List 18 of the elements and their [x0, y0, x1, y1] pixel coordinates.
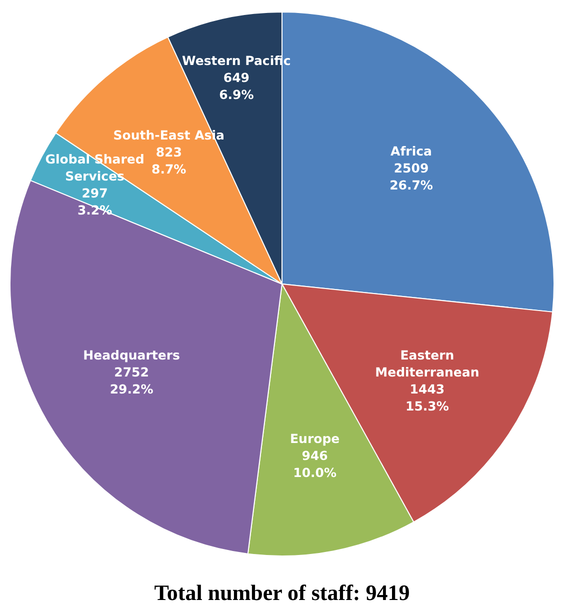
- text: 10.0%: [293, 464, 337, 480]
- text: 29.2%: [110, 381, 154, 396]
- data-label: 823: [156, 144, 182, 160]
- text: 26.7%: [390, 176, 434, 192]
- slice-label: Europe: [290, 430, 340, 446]
- text: Total number of staff: 9419: [153, 580, 411, 606]
- data-label: 649: [223, 69, 250, 84]
- slice-label: Headquarters: [83, 347, 180, 362]
- slice-label: Eastern Mediterranean: [375, 347, 480, 380]
- data-label: 946: [302, 447, 328, 462]
- slice-label: Africa: [390, 142, 432, 158]
- data-label: 2752: [114, 364, 149, 380]
- text: 6.9%: [219, 86, 254, 102]
- data-label: 297: [82, 185, 108, 200]
- text: 15.3%: [406, 398, 450, 414]
- data-label: 2509: [394, 160, 429, 175]
- text: 8.7%: [152, 161, 187, 176]
- data-label: 1443: [410, 381, 445, 396]
